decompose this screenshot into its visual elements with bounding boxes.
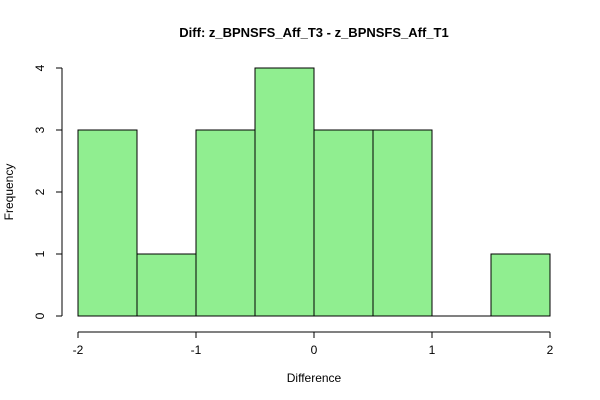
y-tick-label: 3 (33, 126, 47, 133)
chart-title: Diff: z_BPNSFS_Aff_T3 - z_BPNSFS_Aff_T1 (179, 25, 448, 40)
histogram-bar-3 (254, 67, 315, 317)
y-axis: 0 1 2 3 4 (33, 64, 63, 319)
x-axis: -2 -1 0 1 2 (73, 331, 554, 357)
histogram-bar-0 (77, 129, 138, 317)
x-tick-label: 0 (311, 343, 318, 357)
bars-group (77, 67, 551, 317)
histogram-bar-4 (313, 129, 374, 317)
histogram-bar-2 (195, 129, 256, 317)
x-tick-label: 2 (547, 343, 554, 357)
y-tick-label: 2 (33, 188, 47, 195)
histogram-bar-7 (490, 253, 551, 317)
y-tick-label: 1 (33, 250, 47, 257)
histogram-bar-1 (136, 253, 197, 317)
y-tick-label: 0 (33, 312, 47, 319)
y-tick-label: 4 (33, 64, 47, 71)
x-tick-label: -2 (73, 343, 84, 357)
x-axis-label: Difference (287, 371, 342, 385)
x-tick-label: 1 (429, 343, 436, 357)
y-axis-label: Frequency (2, 164, 16, 221)
histogram-bar-5 (372, 129, 433, 317)
x-tick-label: -1 (191, 343, 202, 357)
